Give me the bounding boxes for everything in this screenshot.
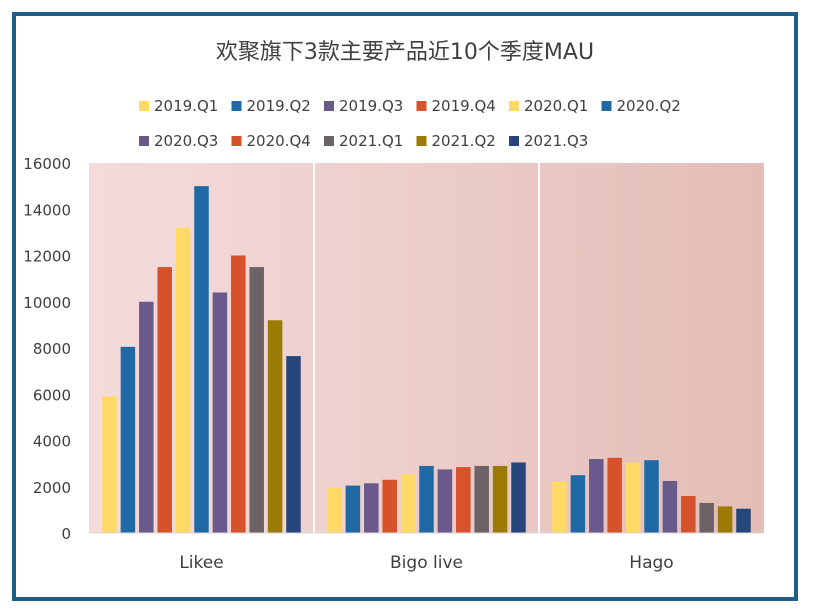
- bar-bigo-live-2020.Q2: [419, 465, 434, 533]
- bar-bigo-live-2021.Q3: [511, 462, 526, 533]
- legend-label: 2020.Q2: [617, 97, 681, 115]
- x-tick-label: Bigo live: [390, 553, 463, 573]
- bar-bigo-live-2020.Q1: [400, 474, 416, 533]
- legend-label: 2019.Q2: [247, 97, 311, 115]
- legend-swatch: [416, 101, 427, 111]
- y-tick-label: 10000: [23, 294, 71, 312]
- bar-hago-2019.Q3: [589, 459, 604, 533]
- bar-hago-2021.Q3: [736, 508, 751, 533]
- bar-likee-2021.Q2: [267, 320, 283, 533]
- bar-bigo-live-2021.Q2: [492, 465, 508, 533]
- legend-label: 2019.Q3: [339, 97, 403, 115]
- bar-bigo-live-2019.Q2: [345, 485, 361, 533]
- bar-likee-2020.Q3: [212, 292, 228, 533]
- legend-label: 2021.Q3: [524, 132, 588, 150]
- x-tick-label: Likee: [179, 553, 223, 573]
- legend-swatch: [231, 101, 242, 111]
- chart-title: 欢聚旗下3款主要产品近10个季度MAU: [216, 40, 594, 65]
- bar-bigo-live-2021.Q1: [474, 465, 489, 533]
- legend-label: 2020.Q3: [154, 132, 218, 150]
- bar-hago-2019.Q4: [607, 457, 622, 533]
- bar-likee-2019.Q4: [157, 267, 172, 533]
- legend-label: 2020.Q1: [524, 97, 588, 115]
- legend-label: 2019.Q4: [432, 97, 496, 115]
- legend-label: 2019.Q1: [154, 97, 218, 115]
- legend: 2019.Q1 2019.Q2 2019.Q3 2019.Q4 2020.Q1 2020.…: [139, 97, 681, 150]
- x-tick-label: Hago: [629, 553, 673, 573]
- bar-bigo-live-2019.Q1: [327, 487, 342, 533]
- category-dividers: [313, 163, 540, 533]
- bar-bigo-live-2020.Q4: [456, 467, 471, 533]
- legend-swatch: [509, 136, 519, 146]
- y-tick-label: 6000: [33, 386, 71, 404]
- legend-swatch: [139, 136, 149, 146]
- y-tick-label: 2000: [33, 479, 71, 497]
- bar-likee-2020.Q4: [231, 255, 246, 533]
- bar-hago-2020.Q3: [662, 480, 678, 533]
- bar-likee-2019.Q3: [139, 301, 154, 533]
- bar-hago-2019.Q1: [552, 480, 567, 533]
- legend-swatch: [139, 101, 149, 111]
- bar-likee-2021.Q1: [249, 267, 264, 533]
- legend-label: 2021.Q1: [339, 132, 403, 150]
- legend-swatch: [416, 136, 427, 146]
- y-tick-label: 12000: [23, 248, 71, 266]
- y-tick-label: 0: [61, 525, 71, 543]
- y-tick-label: 8000: [33, 340, 71, 358]
- bar-likee-2021.Q3: [286, 356, 301, 533]
- legend-swatch: [231, 136, 242, 146]
- bar-likee-2020.Q2: [194, 186, 209, 533]
- bar-bigo-live-2019.Q4: [382, 479, 397, 533]
- chart-frame: 欢聚旗下3款主要产品近10个季度MAU 2019.Q1 2019.Q2 2019.Q…: [12, 12, 798, 601]
- bar-bigo-live-2019.Q3: [364, 483, 379, 533]
- bar-hago-2020.Q2: [644, 460, 659, 533]
- bar-hago-2020.Q4: [681, 496, 696, 533]
- bar-likee-2019.Q1: [102, 396, 117, 533]
- bar-likee-2020.Q1: [175, 227, 191, 533]
- legend-label: 2021.Q2: [432, 132, 496, 150]
- bar-hago-2021.Q1: [699, 502, 714, 533]
- y-tick-label: 14000: [23, 201, 71, 219]
- bar-hago-2020.Q1: [625, 462, 641, 533]
- legend-swatch: [601, 101, 612, 111]
- legend-swatch: [324, 101, 334, 111]
- chart-canvas: 欢聚旗下3款主要产品近10个季度MAU 2019.Q1 2019.Q2 2019.Q…: [23, 40, 764, 573]
- legend-swatch: [509, 101, 519, 111]
- bar-hago-2019.Q2: [570, 475, 586, 533]
- y-tick-label: 4000: [33, 433, 71, 451]
- legend-swatch: [324, 136, 334, 146]
- x-axis: Likee Bigo live Hago: [89, 532, 764, 573]
- legend-label: 2020.Q4: [247, 132, 311, 150]
- bar-likee-2019.Q2: [120, 346, 136, 533]
- y-axis: 0 2000 4000 6000 8000 10000 12000 14000 16000: [23, 155, 71, 543]
- y-tick-label: 16000: [23, 155, 71, 173]
- bar-hago-2021.Q2: [717, 506, 733, 533]
- bars: [102, 186, 751, 533]
- bar-bigo-live-2020.Q3: [437, 469, 453, 533]
